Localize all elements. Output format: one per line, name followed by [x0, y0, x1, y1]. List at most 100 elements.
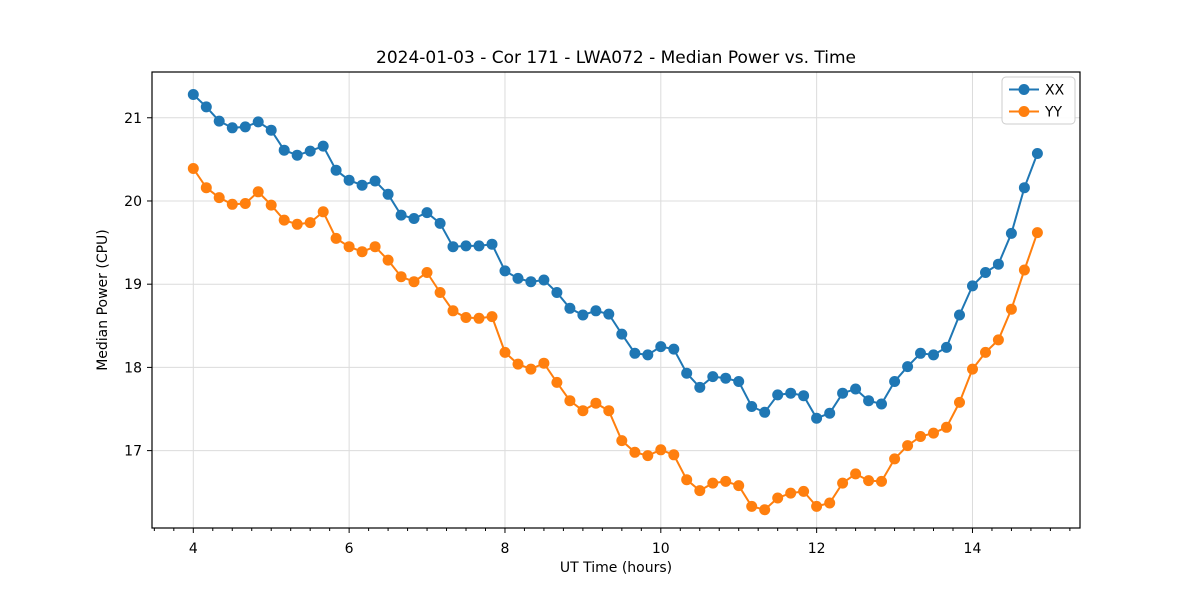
axis-ticks: 4 6 8 10 12 14 17 18 19 20 21: [124, 111, 1071, 557]
data-point-yy: [992, 334, 1004, 346]
data-point-xx: [746, 401, 758, 412]
data-point-xx: [226, 122, 238, 134]
data-point-xx: [928, 349, 939, 361]
data-point-yy: [1031, 227, 1043, 239]
data-point-yy: [655, 444, 667, 456]
x-tick-label: 10: [652, 541, 670, 557]
grid-lines: [152, 72, 1080, 528]
data-point-yy: [343, 241, 355, 253]
data-point-xx: [278, 144, 290, 156]
data-point-yy: [746, 500, 758, 512]
data-point-xx: [538, 274, 550, 286]
data-point-xx: [915, 347, 926, 359]
data-point-yy: [889, 453, 901, 465]
legend-label-xx: XX: [1045, 83, 1065, 99]
data-point-xx: [252, 116, 264, 128]
data-point-yy: [876, 475, 887, 487]
data-point-yy: [226, 198, 238, 210]
data-point-xx: [369, 175, 381, 187]
x-tick-label: 8: [501, 541, 510, 557]
data-point-yy: [694, 485, 706, 497]
data-point-xx: [304, 145, 316, 157]
data-point-xx: [850, 383, 862, 395]
axes-spines: [151, 71, 1081, 529]
data-point-yy: [720, 475, 732, 487]
data-point-xx: [980, 267, 991, 278]
data-point-xx: [941, 341, 952, 353]
data-point-xx: [733, 376, 745, 387]
data-point-xx: [382, 188, 394, 200]
data-point-yy: [421, 267, 433, 278]
data-point-xx: [694, 381, 706, 393]
data-point-yy: [902, 440, 914, 452]
data-point-yy: [525, 363, 537, 375]
data-point-xx: [954, 309, 965, 321]
data-point-xx: [759, 406, 771, 418]
y-tick-label: 19: [124, 277, 142, 293]
y-tick-label: 20: [124, 194, 142, 210]
series-xx: [187, 89, 1043, 424]
data-point-yy: [317, 206, 329, 218]
data-point-xx: [992, 258, 1004, 270]
data-point-yy: [1018, 264, 1030, 276]
data-point-yy: [733, 480, 745, 492]
data-point-xx: [434, 217, 446, 229]
data-point-xx: [629, 347, 641, 359]
data-point-xx: [655, 341, 667, 353]
data-point-yy: [941, 421, 952, 433]
data-point-yy: [187, 163, 199, 174]
data-point-xx: [512, 272, 524, 284]
y-axis-label: Median Power (CPU): [95, 229, 111, 371]
data-point-xx: [876, 398, 887, 410]
data-point-yy: [954, 396, 965, 408]
data-point-yy: [798, 485, 810, 497]
x-tick-label: 14: [964, 541, 982, 557]
x-tick-label: 6: [345, 541, 354, 557]
data-point-yy: [356, 246, 368, 258]
data-point-xx: [564, 302, 576, 314]
data-point-yy: [538, 357, 550, 369]
data-series-layer: [187, 89, 1043, 516]
data-point-xx: [447, 241, 459, 253]
data-point-xx: [681, 367, 693, 379]
data-point-xx: [577, 309, 589, 321]
data-point-xx: [1018, 182, 1030, 194]
data-point-xx: [356, 179, 368, 191]
legend-marker: [1018, 84, 1030, 95]
x-tick-label: 12: [808, 541, 826, 557]
data-point-xx: [1031, 148, 1043, 159]
data-point-yy: [850, 468, 862, 480]
data-point-yy: [434, 287, 446, 298]
data-point-yy: [447, 305, 459, 317]
data-point-yy: [603, 405, 615, 417]
data-point-xx: [421, 207, 433, 219]
data-point-xx: [811, 412, 823, 424]
data-point-yy: [707, 477, 719, 489]
data-point-yy: [304, 217, 316, 229]
data-point-xx: [1005, 227, 1017, 239]
data-point-yy: [759, 504, 771, 516]
y-tick-label: 17: [124, 444, 142, 460]
data-point-yy: [291, 218, 303, 230]
data-point-yy: [512, 358, 524, 370]
series-line-yy: [192, 167, 1039, 511]
series-yy: [187, 163, 1043, 516]
data-point-yy: [772, 492, 784, 504]
data-point-xx: [603, 308, 615, 320]
data-point-xx: [473, 240, 485, 252]
data-point-xx: [616, 328, 628, 340]
data-point-xx: [265, 124, 277, 136]
data-point-xx: [187, 89, 199, 100]
data-point-yy: [382, 254, 394, 266]
data-point-yy: [200, 182, 212, 194]
data-point-xx: [863, 395, 875, 407]
data-point-yy: [473, 312, 485, 324]
data-point-xx: [668, 343, 680, 355]
data-point-yy: [837, 477, 849, 489]
data-point-yy: [239, 198, 251, 209]
data-point-xx: [798, 390, 810, 402]
data-point-xx: [837, 387, 849, 399]
data-point-yy: [564, 395, 576, 407]
